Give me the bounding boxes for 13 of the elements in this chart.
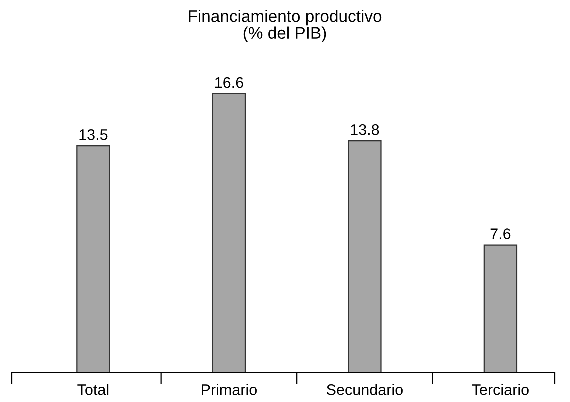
x-tick-label: Total: [78, 384, 109, 396]
chart-title: Financiamiento productivo (% del PIB): [189, 10, 382, 42]
x-tick-label: Terciario: [472, 384, 529, 396]
data-label: 13.5: [80, 129, 108, 140]
bar: [348, 140, 382, 373]
bar: [212, 93, 246, 373]
x-tick-label: Secundario: [327, 384, 403, 396]
bar: [76, 146, 110, 373]
x-tick-label: Primario: [202, 384, 257, 396]
bar: [484, 244, 518, 373]
data-label: 13.8: [351, 124, 380, 136]
data-label: 16.6: [216, 77, 244, 88]
data-label: 7.6: [490, 228, 511, 240]
